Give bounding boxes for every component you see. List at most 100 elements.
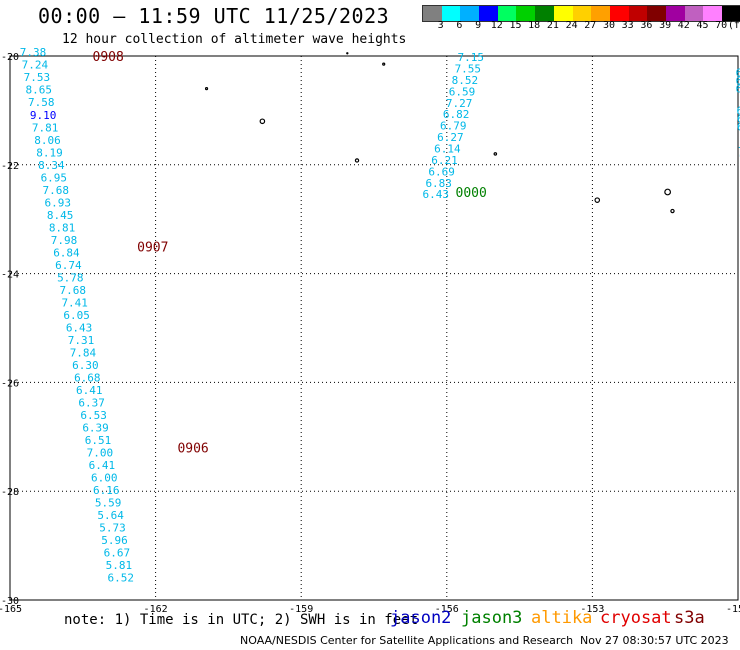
wave-height-label: 6.53 [80,409,107,422]
x-tick-label: -165 [0,604,22,615]
legend-label: 45 [696,20,709,31]
wave-height-label: 6.52 [108,572,135,585]
wave-height-label: 6.37 [78,397,105,410]
wave-height-label: 5.59 [95,497,122,510]
wave-height-label: 9.10 [30,109,57,122]
wave-height-label: 7.98 [51,234,78,247]
map-frame [9,55,739,601]
wave-height-label: 6.83 [425,177,452,190]
wave-height-label: 6.2 [737,113,740,126]
legend-swatch [703,6,722,21]
island-marker [354,158,360,163]
island-marker [204,87,209,91]
legend-swatch [628,6,648,21]
wave-height-label: 6.27 [437,131,464,144]
legend-label: 30 [602,20,616,31]
legend-swatch [479,6,498,21]
wave-height-label: 7.38 [20,46,46,59]
y-tick-label: -20 [1,52,19,63]
wave-height-label: 7.00 [87,447,114,460]
footnote: note: 1) Time is in UTC; 2) SWH is in fe… [64,612,419,628]
legend-label: 24 [565,20,578,31]
satellite-tracks: 7.387.247.538.657.589.107.818.068.198.34… [20,46,740,585]
pass-time-label: 0907 [137,240,168,255]
wave-height-label: 5.78 [57,271,84,284]
wave-height-label: 6.84 [53,246,80,259]
wave-height-label: 7.68 [43,184,70,197]
page-title: 00:00 – 11:59 UTC 11/25/2023 [38,4,390,28]
wave-height-label: 7.68 [60,284,86,297]
wave-height-color-legend [422,5,740,22]
wave-height-label: 6.14 [434,142,461,155]
wave-height-label: 5.64 [97,509,124,522]
wave-height-label: 6.95 [41,171,68,184]
wave-height-label: 5.96 [101,534,128,547]
legend-label: 15 [509,20,522,31]
wave-height-label: 6.82 [443,108,470,121]
legend-swatch [441,6,461,21]
map-gridlines [10,56,738,600]
wave-height-label: 7.41 [61,296,87,309]
wave-height-label: 7.58 [28,96,55,109]
wave-height-label: 6.8 [736,74,740,87]
wave-height-label: 6.79 [440,120,467,133]
wave-height-label: 8.52 [452,74,479,87]
y-tick-label: -30 [1,596,19,607]
wave-height-label: 6.05 [63,309,90,322]
wave-height-label: 6.41 [89,459,116,472]
wave-height-label: 6.00 [91,472,118,485]
wave-height-label: 5.81 [106,559,132,572]
wave-height-label: 7.27 [446,97,473,110]
island-marker [664,188,672,196]
wave-height-label: 7.81 [32,121,59,134]
legend-label: 9 [475,20,482,31]
wave-height-label: 7.15 [457,51,484,64]
island-marker [346,52,349,55]
wave-height-label: 6.74 [55,259,82,272]
wave-height-label: 7.24 [22,59,49,72]
wave-height-label: 8.45 [47,209,73,222]
legend-swatch [591,6,610,21]
x-tick-label: -159 [289,604,313,615]
legend-jason3: jason3 [461,608,523,628]
legend-swatch [647,6,666,21]
legend-swatch [684,6,704,21]
legend-label: 36 [640,20,653,31]
legend-label: 3 [437,20,444,31]
wave-height-label: 6.68 [74,372,101,385]
wave-height-label: 6.69 [428,165,455,178]
x-tick-label: -156 [435,604,459,615]
legend-swatch [722,6,740,21]
wave-height-label: 6.7 [736,83,740,96]
wave-height-label: 5.73 [99,522,126,535]
legend-label: 18 [528,20,541,31]
island-marker [594,197,601,203]
track-center: 7.157.558.526.597.276.826.796.276.146.21… [423,51,487,201]
legend-swatch [609,6,629,21]
track-west: 7.387.247.538.657.589.107.818.068.198.34… [20,46,209,585]
island-marker [259,118,266,125]
legend-label: 39 [659,20,672,31]
legend-label: 70 [715,20,728,31]
wave-height-label: 6.59 [449,85,476,98]
x-tick-label: -153 [580,604,604,615]
wave-height-label: 6.67 [104,547,131,560]
wave-height-label: 6.21 [431,154,458,167]
wave-height-label: 8.65 [26,84,53,97]
y-tick-label: -28 [1,487,19,498]
wave-height-label: 6.41 [76,384,103,397]
legend-jason2: jason2 [390,608,452,628]
legend-swatch [423,6,442,21]
wave-height-label: 7.84 [70,346,97,359]
legend-label: 42 [677,20,690,31]
legend-swatch [460,6,480,21]
island-marker [382,62,386,66]
wave-height-label: 8.19 [36,146,63,159]
y-tick-label: -22 [1,161,19,172]
x-tick-label: -162 [144,604,168,615]
wave-height-label: 7.31 [68,334,95,347]
pass-time-label: 0908 [93,50,124,65]
